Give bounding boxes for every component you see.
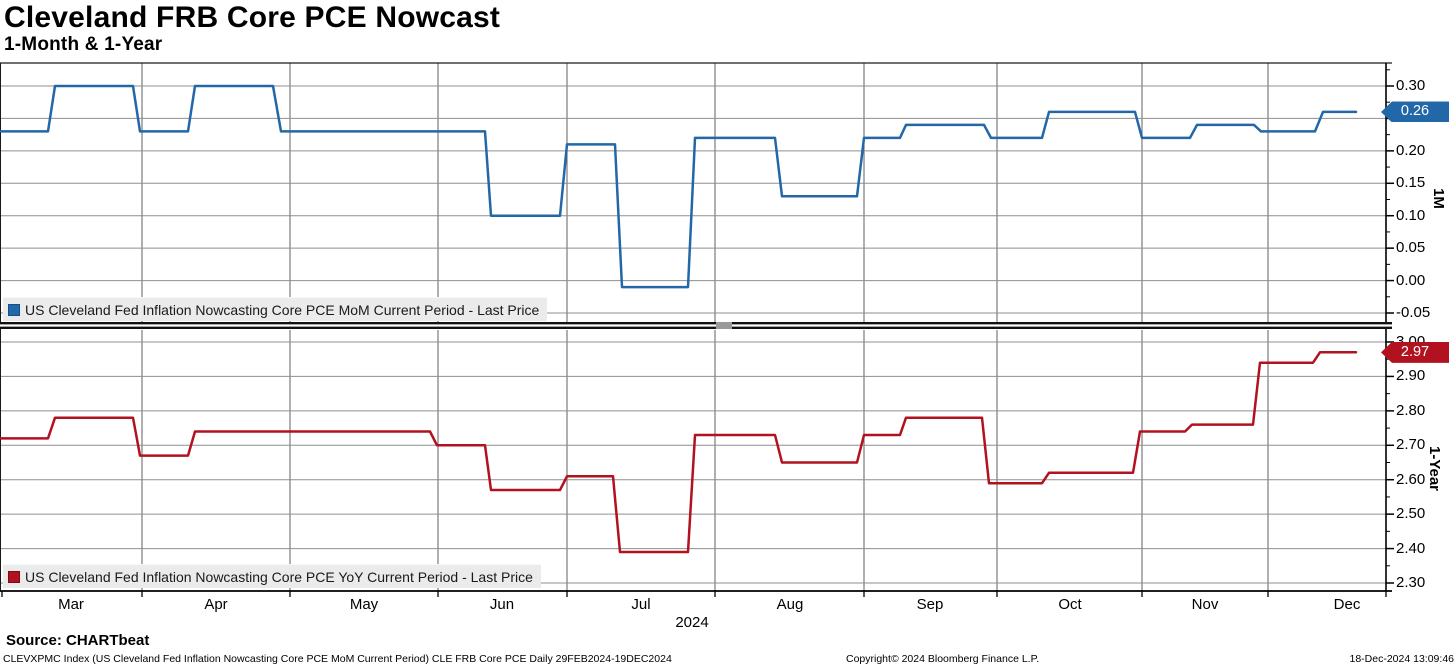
y-tick-label-top: 0.30 bbox=[1396, 77, 1426, 94]
legend-yoy-series[interactable]: US Cleveland Fed Inflation Nowcasting Co… bbox=[3, 564, 541, 588]
y-tick-label-bottom: 2.70 bbox=[1396, 436, 1426, 454]
top-panel-axis-title: 1M bbox=[1429, 188, 1447, 209]
last-price-badge-1y: 2.97 bbox=[1381, 341, 1449, 363]
x-tick-label-month: Aug bbox=[776, 596, 804, 613]
x-tick-label-month: May bbox=[349, 596, 379, 613]
y-tick-label-bottom: 2.40 bbox=[1396, 539, 1426, 557]
y-tick-label-top: -0.05 bbox=[1396, 303, 1431, 321]
legend-mom-label: US Cleveland Fed Inflation Nowcasting Co… bbox=[25, 301, 540, 318]
timestamp-text: 18-Dec-2024 13:09:46 bbox=[1349, 653, 1455, 665]
y-tick-label-top: 0.15 bbox=[1396, 174, 1426, 192]
y-tick-label-bottom: 2.90 bbox=[1396, 367, 1426, 385]
legend-mom-series[interactable]: US Cleveland Fed Inflation Nowcasting Co… bbox=[3, 297, 548, 321]
x-tick-label-month: Nov bbox=[1191, 596, 1219, 613]
legend-yoy-label: US Cleveland Fed Inflation Nowcasting Co… bbox=[25, 568, 533, 585]
y-tick-label-bottom: 2.30 bbox=[1396, 574, 1426, 591]
y-tick-label-top: 0.05 bbox=[1396, 239, 1426, 257]
copyright-text: Copyright© 2024 Bloomberg Finance L.P. bbox=[846, 653, 1040, 665]
x-tick-label-month: Oct bbox=[1058, 596, 1082, 613]
x-tick-label-month: Mar bbox=[58, 596, 84, 613]
page-subtitle: 1-Month & 1-Year bbox=[4, 34, 163, 55]
last-price-badge-1m: 0.26 bbox=[1381, 101, 1449, 123]
x-tick-label-month: Sep bbox=[916, 596, 944, 613]
bottom-panel-axis-title: 1-Year bbox=[1426, 445, 1444, 492]
source-text: Source: CHARTbeat bbox=[6, 632, 150, 649]
x-tick-label-month: Jun bbox=[489, 596, 515, 613]
y-tick-label-top: 0.10 bbox=[1396, 206, 1426, 224]
panel-divider-handle bbox=[716, 322, 732, 329]
x-tick-label-month: Dec bbox=[1333, 596, 1361, 613]
x-axis-year-label: 2024 bbox=[675, 614, 709, 631]
ticker-fineprint-text: CLEVXPMC Index (US Cleveland Fed Inflati… bbox=[3, 653, 672, 665]
y-tick-label-bottom: 2.60 bbox=[1396, 470, 1426, 488]
y-tick-label-top: 0.00 bbox=[1396, 271, 1426, 289]
y-tick-label-top: 0.20 bbox=[1396, 141, 1426, 159]
x-tick-label-month: Apr bbox=[204, 596, 228, 613]
red-series-marker-icon bbox=[8, 570, 20, 583]
y-tick-label-bottom: 2.50 bbox=[1396, 505, 1426, 523]
y-tick-label-bottom: 2.80 bbox=[1396, 401, 1426, 419]
x-tick-label-month: Jul bbox=[631, 596, 651, 613]
blue-series-marker-icon bbox=[8, 303, 20, 316]
page-title: Cleveland FRB Core PCE Nowcast bbox=[4, 1, 501, 34]
